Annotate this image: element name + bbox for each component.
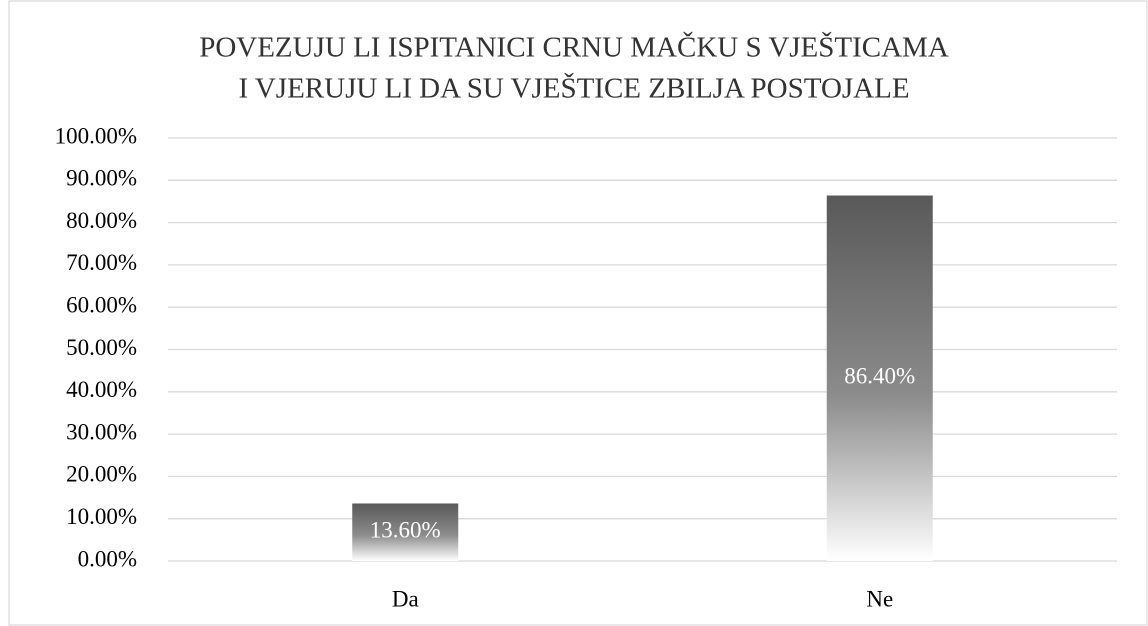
chart-title: I VJERUJU LI DA SU VJEŠTICE ZBILJA POSTO…: [238, 72, 909, 105]
bar: [826, 195, 933, 561]
y-tick-label: 90.00%: [66, 166, 137, 191]
y-tick-label: 70.00%: [66, 250, 137, 275]
y-tick-label: 10.00%: [66, 504, 137, 529]
y-tick-label: 0.00%: [78, 546, 137, 571]
data-label: 86.40%: [844, 364, 915, 389]
x-tick-label: Ne: [866, 586, 893, 611]
y-tick-label: 80.00%: [66, 208, 137, 233]
y-tick-label: 100.00%: [55, 123, 137, 148]
chart-title: POVEZUJU LI ISPITANICI CRNU MAČKU S VJEŠ…: [199, 31, 949, 64]
data-label: 13.60%: [370, 518, 441, 543]
y-tick-label: 30.00%: [66, 419, 137, 444]
bar: [352, 503, 459, 561]
y-tick-label: 60.00%: [66, 292, 137, 317]
y-tick-label: 20.00%: [66, 462, 137, 487]
x-tick-label: Da: [392, 586, 419, 611]
y-tick-label: 40.00%: [66, 377, 137, 402]
y-tick-label: 50.00%: [66, 335, 137, 360]
chart-border: [8, 0, 1148, 626]
